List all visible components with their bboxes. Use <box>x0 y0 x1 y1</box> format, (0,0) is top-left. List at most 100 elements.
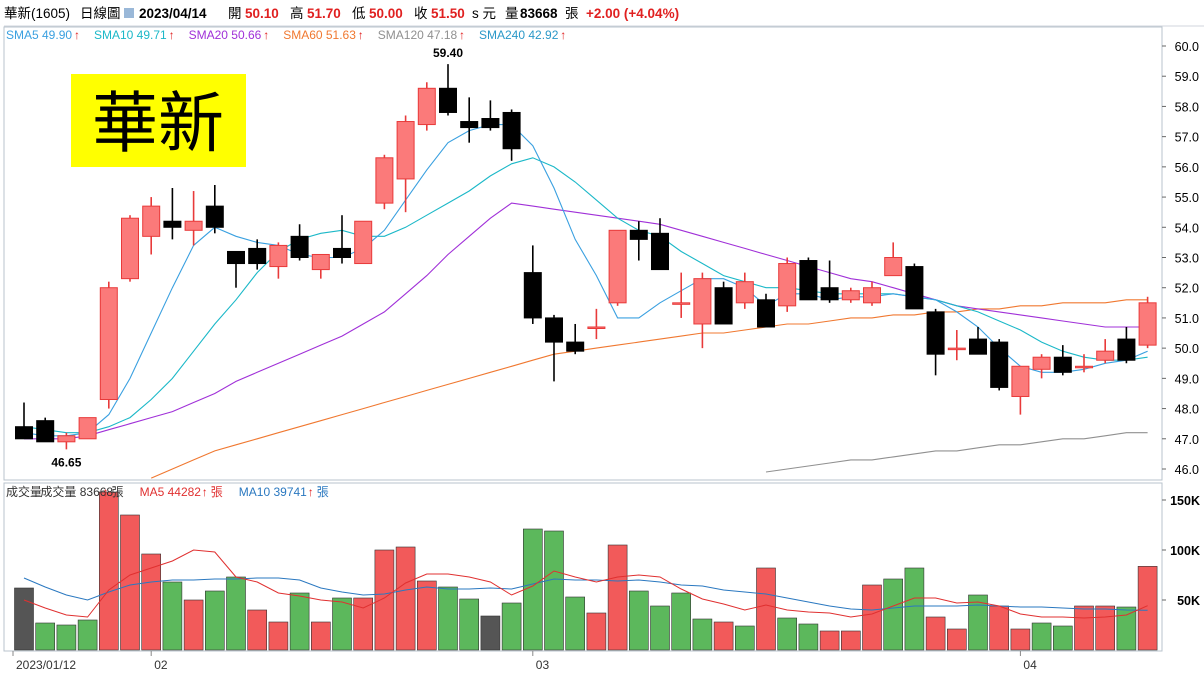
volume-bar[interactable] <box>56 624 77 651</box>
volume-bar[interactable] <box>353 597 374 651</box>
candlestick[interactable] <box>841 287 860 303</box>
candlestick[interactable] <box>227 250 245 288</box>
volume-bar[interactable] <box>1010 628 1031 651</box>
volume-bar[interactable] <box>628 590 649 651</box>
candlestick[interactable] <box>121 215 139 282</box>
volume-bar[interactable] <box>840 630 861 651</box>
volume-bar[interactable] <box>205 590 225 651</box>
candlestick[interactable] <box>1053 345 1072 376</box>
volume-bar[interactable] <box>777 617 798 651</box>
volume-bar[interactable] <box>713 621 734 651</box>
candlestick[interactable] <box>354 220 373 265</box>
volume-bar[interactable] <box>332 597 352 651</box>
volume-bar[interactable] <box>480 615 501 651</box>
volume-bar[interactable] <box>501 602 522 651</box>
volume-bar[interactable] <box>883 578 904 651</box>
volume-bar[interactable] <box>586 612 607 651</box>
calendar-icon[interactable] <box>124 8 134 18</box>
volume-bar[interactable] <box>946 628 967 651</box>
volume-bar[interactable] <box>141 553 161 651</box>
candlestick[interactable] <box>863 281 881 306</box>
candlestick[interactable] <box>778 257 797 312</box>
candlestick[interactable] <box>714 281 733 325</box>
candlestick[interactable] <box>205 184 224 234</box>
candlestick[interactable] <box>481 100 500 131</box>
volume-bar[interactable] <box>1116 606 1137 651</box>
candlestick[interactable] <box>757 293 775 328</box>
candlestick[interactable] <box>15 402 33 440</box>
candlestick[interactable] <box>333 215 351 264</box>
candlestick[interactable] <box>375 154 394 210</box>
candlestick[interactable] <box>566 323 585 355</box>
candlestick[interactable] <box>651 218 669 271</box>
candlestick[interactable] <box>735 272 754 309</box>
candlestick[interactable] <box>905 263 924 310</box>
volume-bar[interactable] <box>607 544 628 651</box>
volume-bar[interactable] <box>756 567 776 651</box>
volume-bar[interactable] <box>1031 622 1052 651</box>
volume-bar[interactable] <box>904 567 925 651</box>
volume-bar[interactable] <box>925 616 946 651</box>
candlestick[interactable] <box>820 260 839 303</box>
candlestick[interactable] <box>799 257 818 301</box>
volume-bar[interactable] <box>395 546 416 651</box>
candlestick[interactable] <box>1096 339 1115 364</box>
volume-bar[interactable] <box>1137 566 1158 651</box>
volume-bar[interactable] <box>268 621 289 651</box>
volume-bar[interactable] <box>247 609 267 651</box>
volume-bar[interactable] <box>226 576 246 651</box>
volume-bar[interactable] <box>819 630 840 651</box>
candlestick[interactable] <box>311 253 330 279</box>
candlestick[interactable] <box>439 64 457 116</box>
volume-bar[interactable] <box>522 528 543 651</box>
candlestick[interactable] <box>1032 354 1051 379</box>
volume-bar[interactable] <box>862 584 882 651</box>
candlestick[interactable] <box>608 229 627 306</box>
volume-bar[interactable] <box>310 621 331 651</box>
volume-bar[interactable] <box>459 598 480 651</box>
candlestick[interactable] <box>523 245 542 324</box>
candlestick[interactable] <box>396 115 415 213</box>
candlestick[interactable] <box>502 109 521 161</box>
candlestick[interactable] <box>163 188 182 240</box>
volume-bar[interactable] <box>1074 605 1094 651</box>
volume-bar[interactable] <box>14 587 34 651</box>
volume-bar[interactable] <box>374 549 395 651</box>
volume-bar[interactable] <box>77 619 98 651</box>
candlestick[interactable] <box>990 339 1009 391</box>
volume-bar[interactable] <box>968 594 988 651</box>
candlestick[interactable] <box>290 224 309 261</box>
candlestick[interactable] <box>99 281 118 409</box>
candlestick[interactable] <box>78 417 97 440</box>
candlestick[interactable] <box>947 330 966 361</box>
candlestick[interactable] <box>969 326 987 355</box>
candlestick[interactable] <box>142 197 161 255</box>
candlestick[interactable] <box>417 82 436 131</box>
volume-bar[interactable] <box>35 622 56 651</box>
candlestick[interactable] <box>269 242 288 279</box>
candlestick[interactable] <box>36 417 55 443</box>
volume-bar[interactable] <box>734 625 755 651</box>
candlestick[interactable] <box>629 221 648 261</box>
volume-bar[interactable] <box>1053 625 1073 651</box>
candlestick[interactable] <box>57 432 76 450</box>
volume-bar[interactable] <box>120 514 140 651</box>
candlestick[interactable] <box>672 272 691 318</box>
volume-bar[interactable] <box>162 581 183 651</box>
candlestick[interactable] <box>1075 354 1093 373</box>
volume-bar[interactable] <box>544 530 564 651</box>
volume-bar[interactable] <box>565 596 586 651</box>
candlestick[interactable] <box>884 242 903 277</box>
volume-bar[interactable] <box>989 605 1010 651</box>
volume-bar[interactable] <box>183 599 204 651</box>
candlestick[interactable] <box>926 308 945 376</box>
candlestick[interactable] <box>248 239 267 270</box>
candlestick[interactable] <box>184 191 203 246</box>
candlestick[interactable] <box>1011 365 1030 415</box>
volume-bar[interactable] <box>438 586 458 651</box>
candlestick[interactable] <box>693 272 712 349</box>
volume-bar[interactable] <box>671 592 692 651</box>
candlestick[interactable] <box>460 97 479 143</box>
candlestick[interactable] <box>1117 326 1136 364</box>
volume-bar[interactable] <box>416 580 437 651</box>
